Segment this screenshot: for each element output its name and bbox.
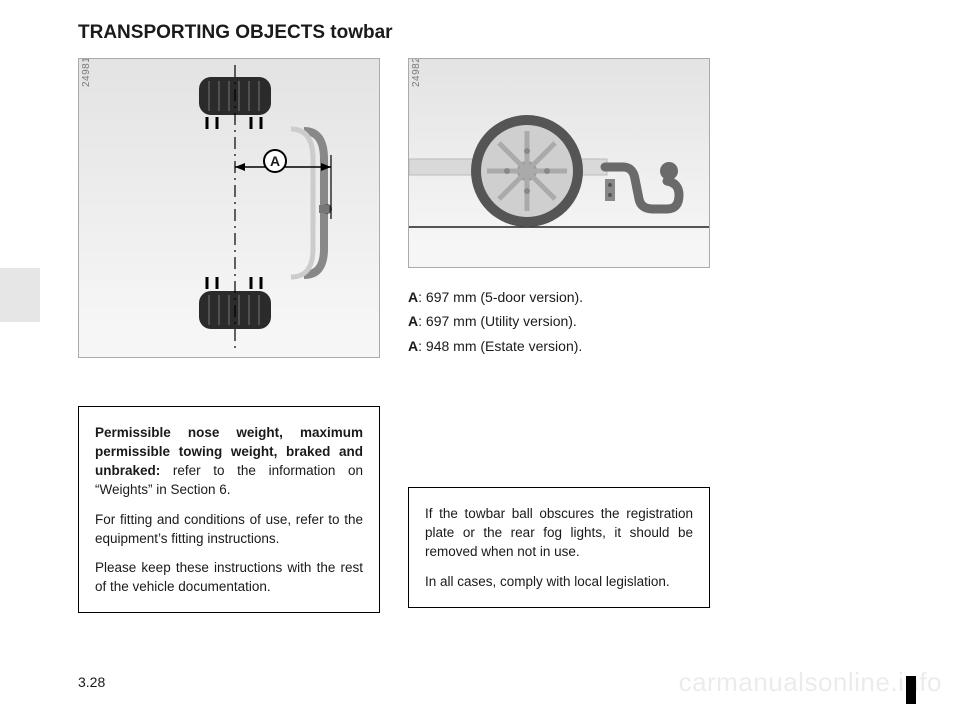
figure-2-id: 24982 [411, 58, 422, 87]
note-right-p1: If the towbar ball obscures the regis­tr… [425, 504, 693, 561]
note-left-p3: Please keep these instructions with the … [95, 558, 363, 596]
note-left-p2: For fitting and conditions of use, refer… [95, 510, 363, 548]
page-title: TRANSPORTING OBJECTS towbar [78, 22, 912, 44]
towbar-top-diagram-icon [79, 59, 380, 358]
dim-line-3-text: : 948 mm (Estate version). [418, 338, 582, 354]
note-left-p1: Permissible nose weight, maxi­mum permis… [95, 423, 363, 500]
dimensions-block: A: 697 mm (5-door version). A: 697 mm (U… [408, 286, 710, 357]
dim-line-1-text: : 697 mm (5-door version). [418, 289, 583, 305]
watermark: carmanualsonline.info [679, 667, 942, 698]
figure-2: 24982 [408, 58, 710, 268]
dim-line-3: A: 948 mm (Estate version). [408, 335, 710, 357]
content-columns: 24981 [78, 58, 912, 613]
dim-line-2-text: : 697 mm (Utility version). [418, 313, 577, 329]
dimension-label-a: A [263, 149, 287, 173]
dim-line-1: A: 697 mm (5-door version). [408, 286, 710, 308]
column-right: 24982 [408, 58, 710, 613]
note-box-right: If the towbar ball obscures the regis­tr… [408, 487, 710, 608]
dim-line-3-label: A [408, 338, 418, 354]
note-right-p2: In all cases, comply with local leg­isla… [425, 572, 693, 591]
page-number: 3.28 [78, 674, 105, 690]
figure-1-id: 24981 [81, 58, 92, 87]
towbar-side-diagram-icon [409, 59, 710, 268]
crop-mark-icon [906, 676, 916, 704]
dim-line-1-label: A [408, 289, 418, 305]
dimension-label-a-text: A [270, 153, 280, 169]
note-box-left: Permissible nose weight, maxi­mum permis… [78, 406, 380, 613]
column-left: 24981 [78, 58, 380, 613]
dim-line-2: A: 697 mm (Utility version). [408, 310, 710, 332]
dim-line-2-label: A [408, 313, 418, 329]
figure-1: 24981 [78, 58, 380, 358]
